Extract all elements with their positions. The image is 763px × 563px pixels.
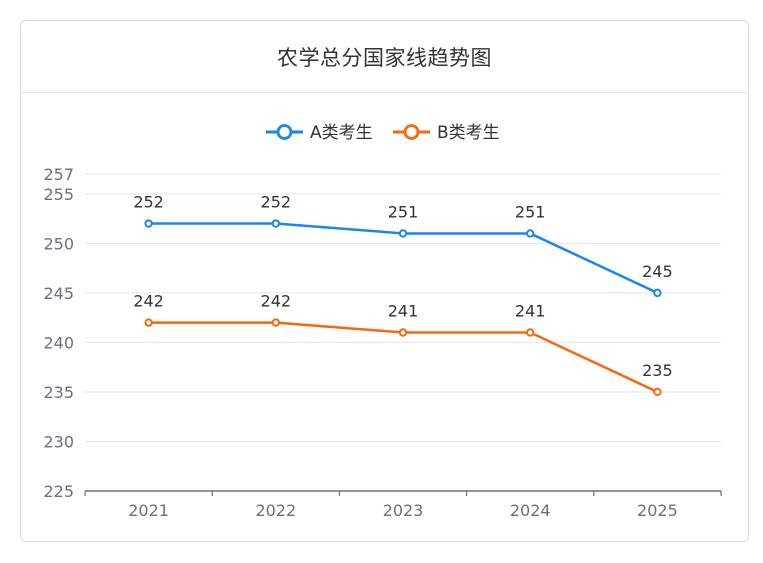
data-point-marker[interactable]	[398, 328, 408, 337]
y-tick-label: 230	[43, 432, 74, 451]
x-tick-label: 2021	[128, 501, 169, 520]
data-label: 235	[642, 361, 673, 380]
x-axis: 2021 2022 2023 2024 2025	[84, 490, 722, 520]
y-tick-label: 235	[43, 383, 74, 402]
data-point-marker[interactable]	[271, 219, 280, 228]
y-tick-label: 250	[43, 234, 74, 253]
legend-circle-icon	[403, 124, 420, 140]
legend-label: A类考生	[310, 123, 373, 143]
data-label: 241	[515, 302, 546, 321]
data-point-marker[interactable]	[653, 288, 662, 298]
y-tick-label: 245	[43, 284, 74, 303]
y-tick-label: 225	[43, 482, 74, 501]
data-label: 242	[133, 292, 164, 311]
x-tick-label: 2024	[510, 501, 551, 520]
x-tick-label: 2023	[383, 501, 424, 520]
data-label: 241	[388, 302, 419, 321]
data-label: 242	[261, 292, 292, 311]
legend-circle-icon	[276, 124, 293, 140]
x-tick-label: 2025	[637, 501, 678, 520]
y-tick-label: 240	[43, 333, 74, 352]
data-label: 252	[133, 193, 164, 212]
chart-card: 农学总分国家线趋势图	[20, 20, 749, 542]
data-point-marker[interactable]	[144, 318, 153, 327]
y-tick-label: 255	[43, 185, 74, 204]
data-point-marker[interactable]	[653, 387, 662, 397]
legend-label: B类考生	[437, 123, 500, 143]
data-label: 252	[261, 193, 292, 212]
data-point-marker[interactable]	[398, 229, 408, 238]
series-b: 242 242 241 241 235	[133, 292, 673, 397]
y-tick-label: 257	[43, 165, 74, 184]
data-label: 251	[388, 202, 419, 221]
data-label: 245	[642, 262, 673, 281]
data-label: 251	[515, 202, 546, 221]
grid-lines	[85, 173, 721, 442]
data-point-marker[interactable]	[526, 229, 535, 238]
data-point-marker[interactable]	[144, 219, 153, 228]
legend-item-a[interactable]: A类考生	[266, 123, 373, 143]
chart-title: 农学总分国家线趋势图	[277, 45, 492, 70]
legend: A类考生 B类考生	[266, 123, 500, 143]
series-group: 252 252 251 251 245 242 242 241 241 235	[133, 193, 673, 397]
data-point-marker[interactable]	[526, 328, 535, 337]
x-tick-label: 2022	[255, 501, 296, 520]
data-point-marker[interactable]	[271, 318, 280, 327]
legend-item-b[interactable]: B类考生	[393, 123, 500, 143]
series-a: 252 252 251 251 245	[133, 193, 673, 298]
card-header: 农学总分国家线趋势图	[21, 21, 748, 93]
